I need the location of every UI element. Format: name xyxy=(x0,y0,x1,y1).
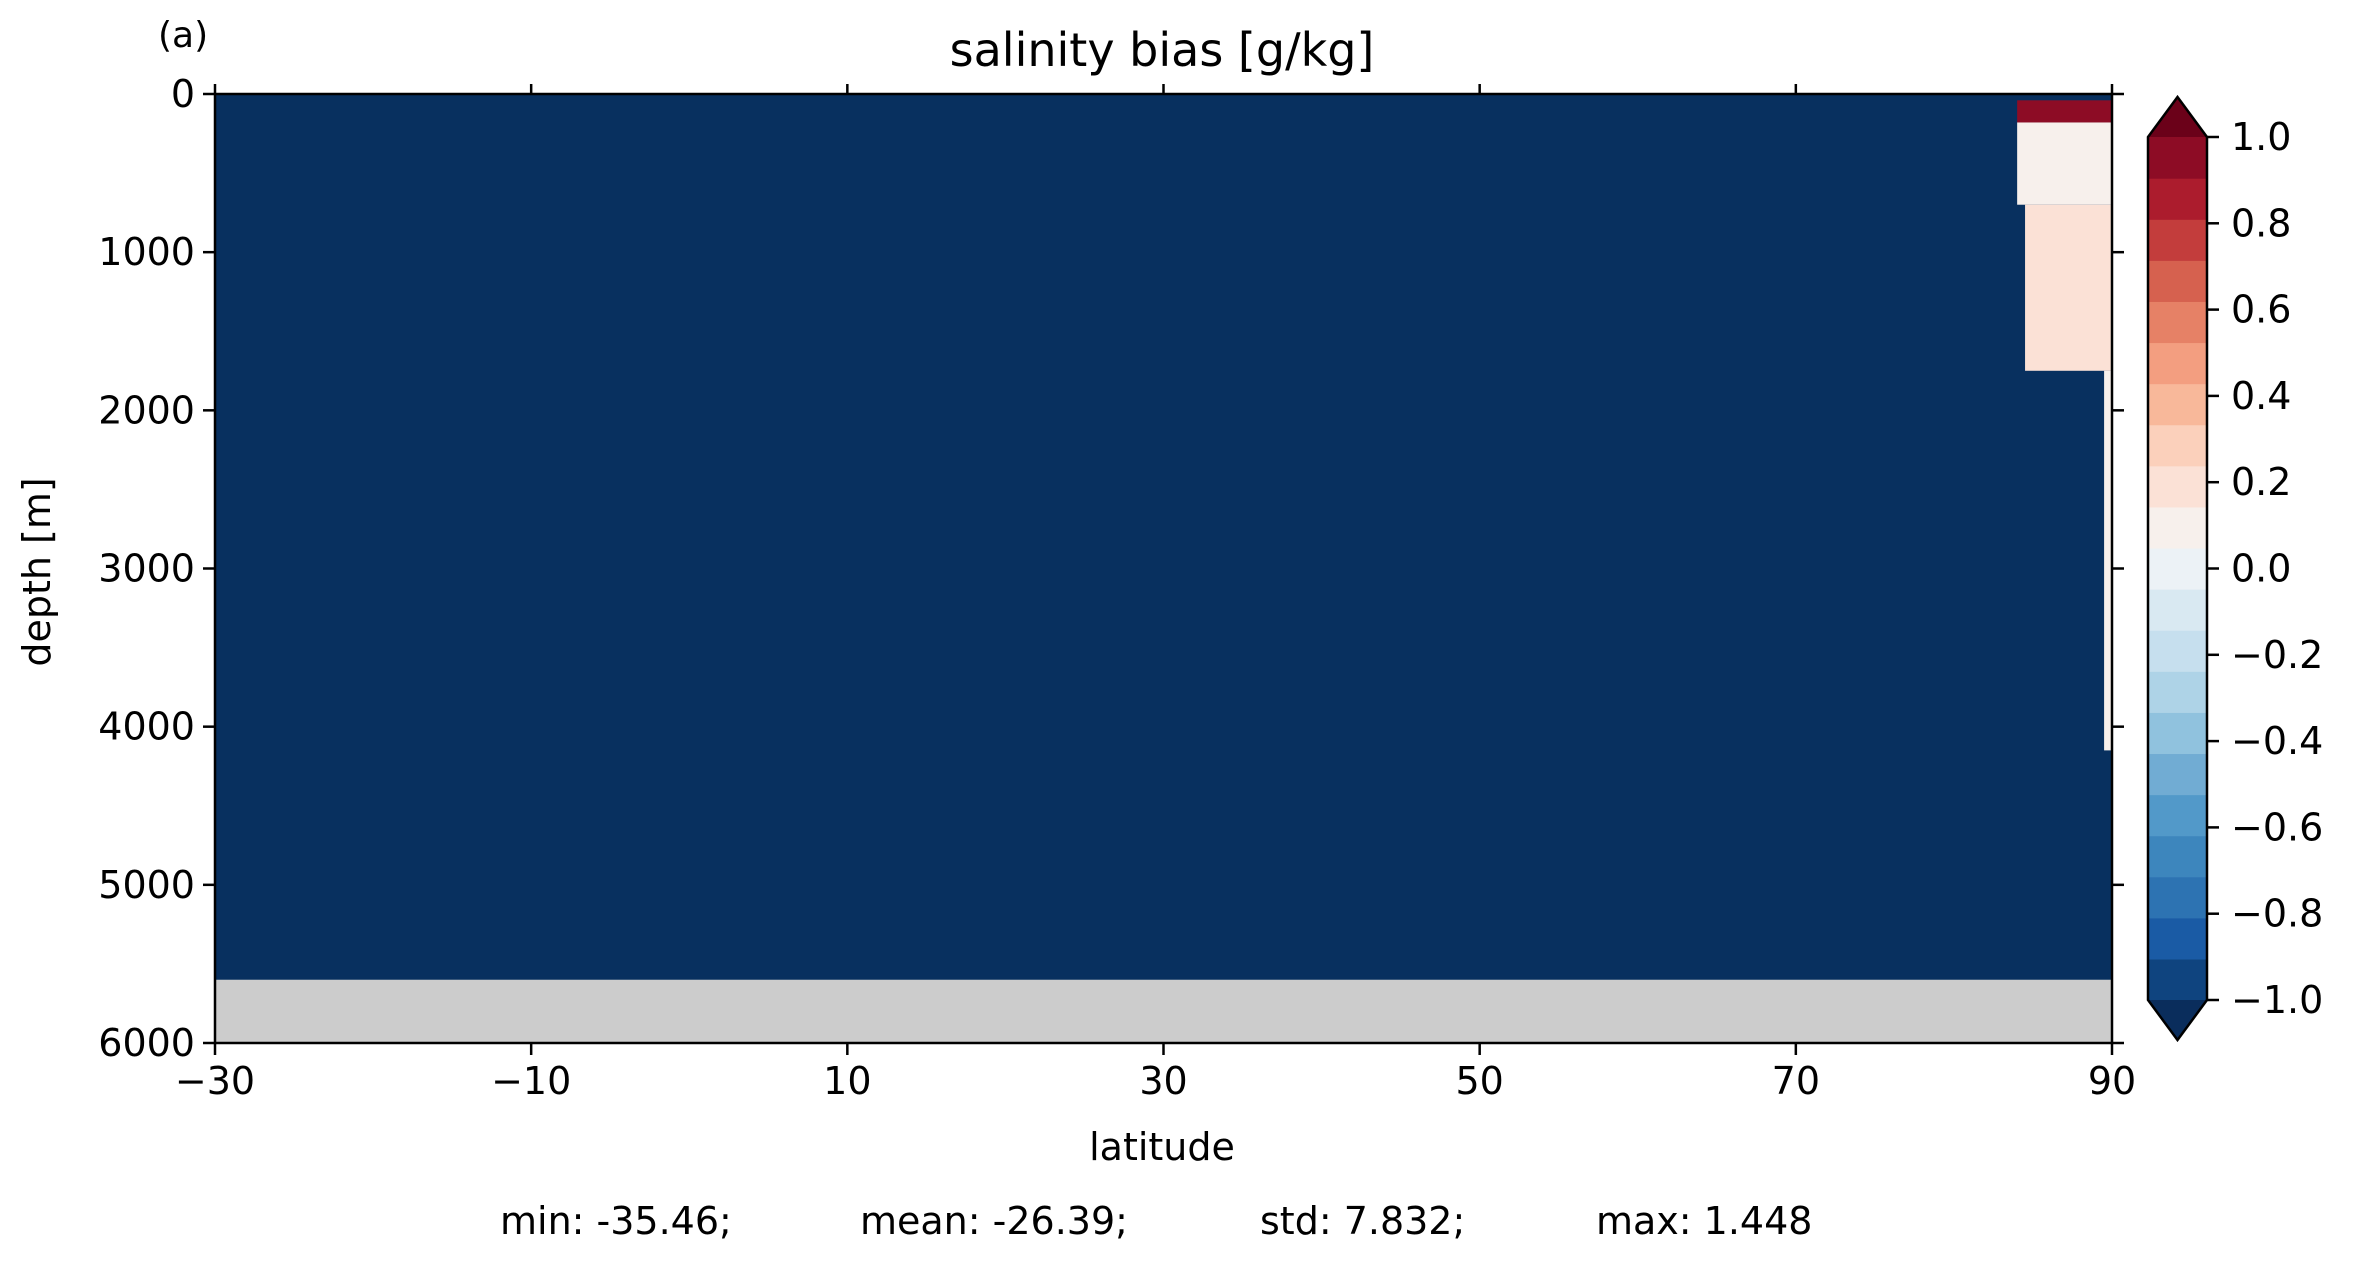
plot-area: −30 −10 10 30 50 70 90 0 1000 2000 3000 4000 5000 60… xyxy=(98,72,2136,1103)
stat-std: std: 7.832; xyxy=(1260,1199,1465,1243)
colorbar-bin xyxy=(2148,958,2207,1001)
chart-title: salinity bias [g/kg] xyxy=(950,23,1375,77)
colorbar-bin xyxy=(2148,506,2207,549)
y-tick-label: 5000 xyxy=(98,863,195,907)
colorbar-bin xyxy=(2148,219,2207,261)
colorbar-ticks: 1.0 0.8 0.6 0.4 0.2 0.0 −0.2 −0.4 −0.6 −0.8 −1.0 xyxy=(2207,115,2323,1022)
colorbar-bin xyxy=(2148,137,2207,179)
colorbar-bin xyxy=(2148,794,2207,837)
colorbar-bins xyxy=(2148,137,2207,1001)
stat-min: min: -35.46; xyxy=(500,1199,732,1243)
colorbar-tick-label: 1.0 xyxy=(2231,115,2291,159)
colorbar-bin xyxy=(2148,465,2207,508)
colorbar-over-triangle xyxy=(2148,97,2207,137)
colorbar-under-triangle xyxy=(2148,1000,2207,1040)
colorbar-bin xyxy=(2148,671,2207,713)
colorbar-bin xyxy=(2148,178,2207,220)
colorbar-bin xyxy=(2148,835,2207,878)
y-tick-label: 1000 xyxy=(98,230,195,274)
colorbar-bin xyxy=(2148,260,2207,302)
colorbar-tick-label: 0.2 xyxy=(2231,460,2291,504)
stats-line: min: -35.46; mean: -26.39; std: 7.832; m… xyxy=(500,1199,1812,1243)
colorbar-bin xyxy=(2148,753,2207,796)
colorbar-tick-label: 0.0 xyxy=(2231,547,2291,591)
stat-max: max: 1.448 xyxy=(1596,1199,1812,1243)
colorbar-tick-label: −0.6 xyxy=(2231,805,2323,849)
colorbar-bin xyxy=(2148,383,2207,426)
bias-patch-3 xyxy=(2104,370,2112,751)
colorbar-bin xyxy=(2148,917,2207,960)
y-tick-label: 3000 xyxy=(98,547,195,591)
stat-mean: mean: -26.39; xyxy=(860,1199,1128,1243)
no-data-band xyxy=(215,979,2112,1043)
field-background xyxy=(215,94,2112,1043)
x-tick-label: 50 xyxy=(1455,1059,1503,1103)
colorbar-bin xyxy=(2148,301,2207,344)
y-tick-label: 2000 xyxy=(98,388,195,432)
colorbar: 1.0 0.8 0.6 0.4 0.2 0.0 −0.2 −0.4 −0.6 −0.8 −1.0 xyxy=(2146,94,2323,1043)
x-axis-label: latitude xyxy=(1089,1125,1235,1169)
bias-patch-2 xyxy=(2025,204,2112,371)
bias-patch-1 xyxy=(2017,122,2112,205)
colorbar-bin xyxy=(2148,712,2207,755)
x-tick-label: −10 xyxy=(491,1059,571,1103)
colorbar-bin xyxy=(2148,342,2207,385)
x-tick-label: 90 xyxy=(2088,1059,2136,1103)
x-tick-label: 30 xyxy=(1139,1059,1187,1103)
panel-label: (a) xyxy=(158,15,208,56)
x-tick-label: 70 xyxy=(1772,1059,1820,1103)
y-axis-label: depth [m] xyxy=(15,477,59,666)
colorbar-tick-label: 0.8 xyxy=(2231,201,2291,245)
colorbar-bin xyxy=(2148,547,2207,590)
colorbar-tick-label: −0.4 xyxy=(2231,719,2323,763)
y-axis-ticks: 0 1000 2000 3000 4000 5000 6000 xyxy=(98,72,2124,1065)
y-tick-label: 0 xyxy=(171,72,195,116)
y-tick-label: 4000 xyxy=(98,705,195,749)
bias-patch-0 xyxy=(2017,100,2112,123)
colorbar-bin xyxy=(2148,876,2207,919)
y-tick-label: 6000 xyxy=(98,1021,195,1065)
colorbar-bin xyxy=(2148,589,2207,631)
x-axis-ticks: −30 −10 10 30 50 70 90 xyxy=(175,84,2136,1103)
bias-patches xyxy=(2017,100,2112,751)
colorbar-bin xyxy=(2148,630,2207,672)
x-tick-label: 10 xyxy=(823,1059,871,1103)
colorbar-tick-label: −0.8 xyxy=(2231,892,2323,936)
colorbar-tick-label: 0.6 xyxy=(2231,288,2291,332)
colorbar-tick-label: 0.4 xyxy=(2231,374,2291,418)
x-tick-label: −30 xyxy=(175,1059,255,1103)
colorbar-bin xyxy=(2148,424,2207,467)
colorbar-tick-label: −1.0 xyxy=(2231,978,2323,1022)
colorbar-tick-label: −0.2 xyxy=(2231,633,2323,677)
